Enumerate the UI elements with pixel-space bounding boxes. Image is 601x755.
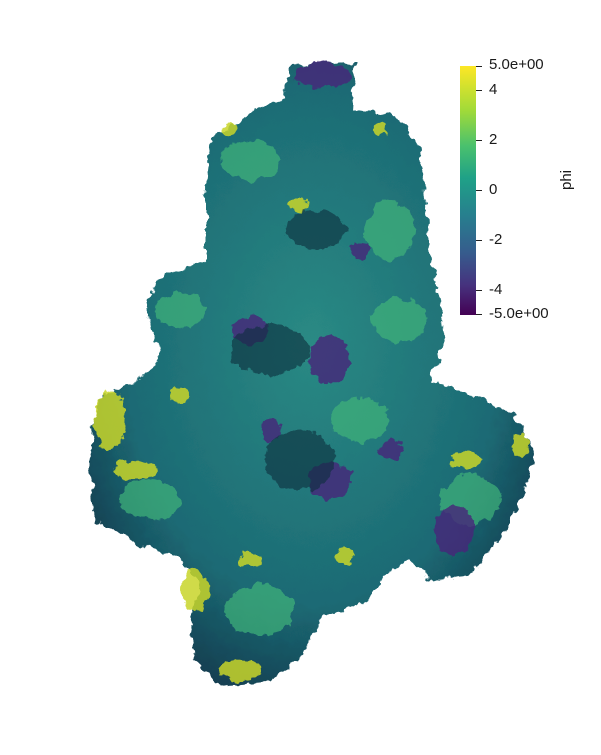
negative-potential-patches <box>232 63 475 555</box>
colorbar-max-label: 5.0e+00 <box>489 56 544 73</box>
surface-crevices <box>230 210 345 490</box>
tick-2 <box>476 140 482 141</box>
tick-min <box>476 314 482 315</box>
positive-potential-patches <box>94 123 528 680</box>
colorbar-tick-label: 4 <box>489 81 498 98</box>
colorbar-tick-label: 0 <box>489 181 498 198</box>
colorbar-title: phi <box>558 169 575 190</box>
colorbar-tick-label: -4 <box>489 281 503 298</box>
tick-neg4 <box>476 290 482 291</box>
colorbar-tick-label: 2 <box>489 131 498 148</box>
colorbar <box>460 66 476 315</box>
mid-potential-patches <box>120 140 500 635</box>
tick-max <box>476 66 482 67</box>
tick-4 <box>476 90 482 91</box>
tick-neg2 <box>476 240 482 241</box>
tick-0 <box>476 190 482 191</box>
protein-surface <box>90 62 535 685</box>
colorbar-tick-label: -2 <box>489 231 503 248</box>
colorbar-min-label: -5.0e+00 <box>489 305 549 322</box>
